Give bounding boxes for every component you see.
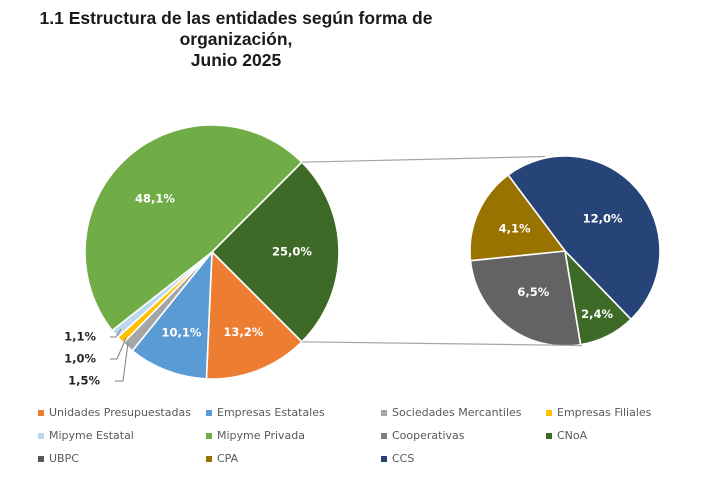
chart-title: 1.1 Estructura de las entidades según fo… bbox=[0, 8, 472, 71]
connector-line-top bbox=[301, 155, 546, 163]
legend-swatch bbox=[38, 455, 44, 462]
legend-item-sociedades-mercantiles[interactable]: Sociedades Mercantiles bbox=[381, 406, 522, 419]
secondary-slice-ubpc bbox=[469, 250, 582, 347]
leader-line-sociedades-mercantiles bbox=[115, 342, 129, 382]
secondary-label-ccs: 12,0% bbox=[583, 211, 623, 225]
legend-item-ccs[interactable]: CCS bbox=[381, 452, 414, 465]
leader-line-mipyme-estatal bbox=[110, 328, 122, 338]
primary-label-otros-cnoa-ubpc-cpa-ccs: 25,0% bbox=[272, 245, 312, 259]
legend-item-unidades-presupuestadas[interactable]: Unidades Presupuestadas bbox=[38, 406, 191, 419]
legend-swatch bbox=[381, 455, 387, 462]
legend-label: Mipyme Estatal bbox=[49, 429, 134, 442]
primary-slice-mipyme-privada bbox=[84, 124, 303, 332]
legend-swatch bbox=[546, 409, 552, 416]
legend-item-mipyme-privada[interactable]: Mipyme Privada bbox=[206, 429, 305, 442]
primary-label-mipyme-privada: 48,1% bbox=[135, 192, 175, 206]
legend-label: CPA bbox=[217, 452, 239, 465]
secondary-slice-ccs bbox=[507, 155, 661, 321]
legend-item-cpa[interactable]: CPA bbox=[206, 452, 238, 465]
legend-label: Cooperativas bbox=[392, 429, 465, 442]
legend-label: Mipyme Privada bbox=[217, 429, 306, 442]
legend-item-empresas-estatales[interactable]: Empresas Estatales bbox=[206, 406, 325, 419]
primary-label-mipyme-estatal: 1,1% bbox=[64, 330, 96, 344]
primary-label-sociedades-mercantiles: 1,5% bbox=[68, 374, 100, 388]
legend-label: Empresas Filiales bbox=[557, 406, 652, 419]
legend-swatch bbox=[381, 409, 387, 416]
primary-label-unidades-presupuestadas: 13,2% bbox=[223, 325, 263, 339]
legend-item-cooperativas[interactable]: Cooperativas bbox=[381, 429, 465, 442]
secondary-label-cnoa: 2,4% bbox=[581, 307, 613, 321]
legend-label: Empresas Estatales bbox=[217, 406, 325, 419]
legend-swatch bbox=[206, 409, 212, 416]
primary-slice-empresas-estatales bbox=[131, 251, 213, 380]
legend-swatch bbox=[546, 432, 552, 439]
legend-label: Sociedades Mercantiles bbox=[392, 406, 522, 419]
legend-label: UBPC bbox=[49, 452, 79, 465]
legend-label: CNoA bbox=[557, 429, 588, 442]
primary-label-empresas-filiales: 1,0% bbox=[64, 352, 96, 366]
legend-item-mipyme-estatal[interactable]: Mipyme Estatal bbox=[38, 429, 134, 442]
legend-swatch bbox=[206, 455, 212, 462]
connector-line-bottom bbox=[301, 341, 583, 347]
primary-slice-unidades-presupuestadas bbox=[205, 251, 303, 380]
primary-label-empresas-estatales: 10,1% bbox=[162, 325, 202, 339]
legend-label: Unidades Presupuestadas bbox=[49, 406, 191, 419]
primary-slice-otros-cnoa-ubpc-cpa-ccs bbox=[211, 161, 340, 343]
secondary-label-ubpc: 6,5% bbox=[517, 285, 549, 299]
secondary-label-cpa: 4,1% bbox=[499, 221, 531, 235]
leader-line-empresas-filiales bbox=[110, 337, 127, 360]
legend-item-ubpc[interactable]: UBPC bbox=[38, 452, 79, 465]
legend-swatch bbox=[206, 432, 212, 439]
chart-title-line-1: 1.1 Estructura de las entidades según fo… bbox=[39, 8, 433, 49]
secondary-slice-cpa bbox=[469, 174, 566, 262]
legend-label: CCS bbox=[392, 452, 415, 465]
legend-swatch bbox=[381, 432, 387, 439]
legend-item-empresas-filiales[interactable]: Empresas Filiales bbox=[546, 406, 651, 419]
legend-swatch bbox=[38, 432, 44, 439]
legend-swatch bbox=[38, 409, 44, 416]
legend-item-cnoa[interactable]: CNoA bbox=[546, 429, 587, 442]
chart-title-line-2: Junio 2025 bbox=[190, 50, 282, 70]
